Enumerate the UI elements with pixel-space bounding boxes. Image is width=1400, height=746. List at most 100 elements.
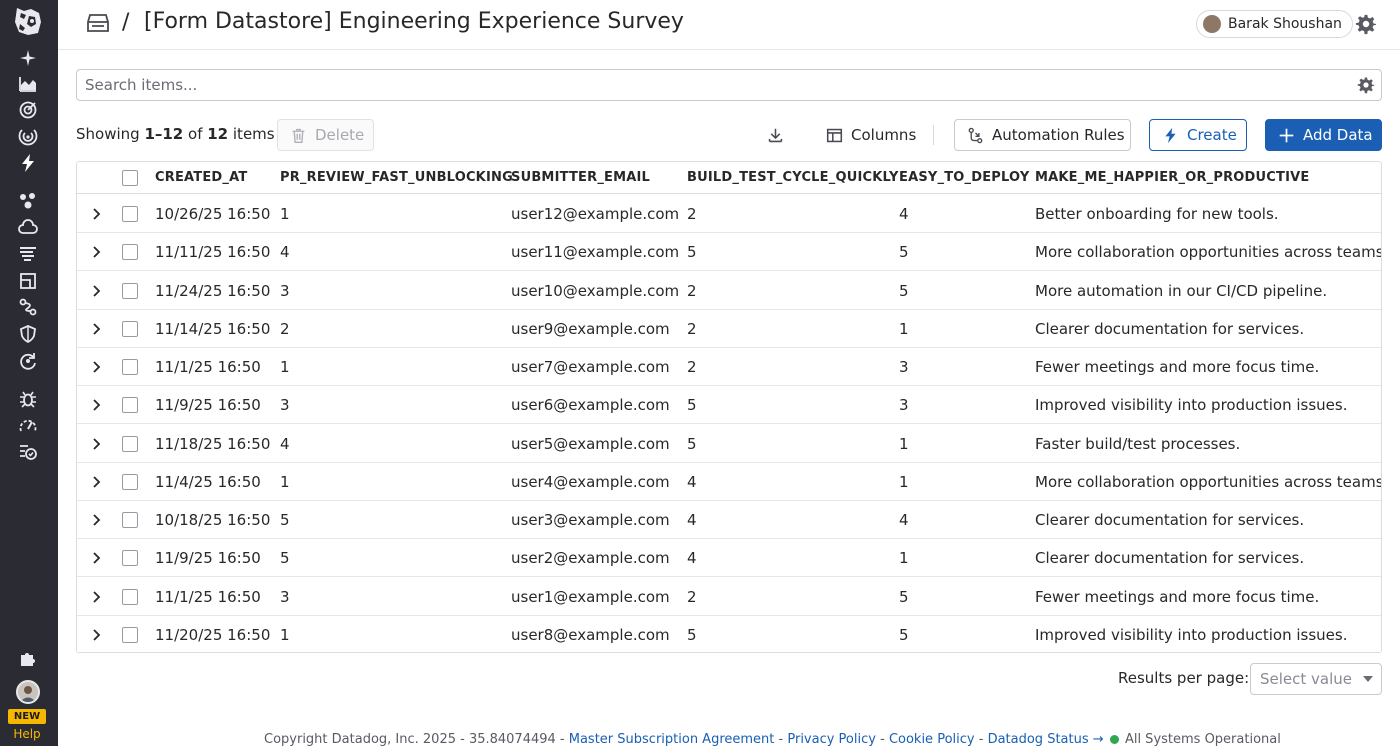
table-row[interactable]: 10/26/25 16:50 1 user12@example.com 2 4 Bette… <box>77 195 1381 233</box>
expand-chevron-icon[interactable] <box>89 284 103 298</box>
avatar[interactable] <box>16 680 40 704</box>
table-cell: 4 <box>687 549 697 568</box>
radar-icon[interactable] <box>17 125 39 147</box>
table-cell: user4@example.com <box>511 472 670 491</box>
table-cell: 2 <box>687 319 697 338</box>
expand-chevron-icon[interactable] <box>89 590 103 604</box>
expand-chevron-icon[interactable] <box>89 437 103 451</box>
logs-icon[interactable] <box>17 243 39 265</box>
search-settings-gear-icon[interactable] <box>1357 76 1375 94</box>
table-cell: 2 <box>687 587 697 606</box>
table-cell: 5 <box>899 587 909 606</box>
row-checkbox[interactable] <box>122 588 138 605</box>
expand-chevron-icon[interactable] <box>89 322 103 336</box>
delete-button[interactable]: Delete <box>277 119 374 151</box>
table-row[interactable]: 11/14/25 16:50 2 user9@example.com 2 1 Cleare… <box>77 309 1381 348</box>
user-name: Barak Shoushan <box>1228 16 1342 32</box>
expand-chevron-icon[interactable] <box>89 513 103 527</box>
trash-icon <box>292 128 305 143</box>
table-cell: Clearer documentation for services. <box>1035 549 1305 568</box>
row-checkbox[interactable] <box>122 320 138 337</box>
datadog-logo-icon[interactable] <box>11 4 45 38</box>
table-row[interactable]: 11/18/25 16:50 4 user5@example.com 5 1 Faster… <box>77 424 1381 463</box>
table-row[interactable]: 11/1/25 16:50 1 user7@example.com 2 3 Fewer m… <box>77 348 1381 386</box>
network-icon[interactable] <box>17 190 39 212</box>
user-avatar <box>1203 15 1221 33</box>
expand-chevron-icon[interactable] <box>89 628 103 642</box>
sparkle-icon[interactable] <box>17 47 39 69</box>
row-checkbox[interactable] <box>122 550 138 567</box>
table-cell: 11/1/25 16:50 <box>155 587 261 606</box>
table-row[interactable]: 10/18/25 16:50 5 user3@example.com 4 4 Cleare… <box>77 501 1381 539</box>
table-row[interactable]: 11/9/25 16:50 3 user6@example.com 5 3 Improve… <box>77 386 1381 425</box>
table-cell: 1 <box>280 205 290 223</box>
cookie-link[interactable]: Cookie Policy <box>888 732 975 746</box>
refresh-icon[interactable] <box>17 350 39 372</box>
area-chart-icon[interactable] <box>17 73 39 95</box>
target-icon[interactable] <box>17 99 39 121</box>
table-row[interactable]: 11/20/25 16:50 1 user8@example.com 5 5 Improv… <box>77 615 1381 652</box>
table-cell: 5 <box>899 243 909 262</box>
shield-icon[interactable] <box>17 323 39 345</box>
cloud-icon[interactable] <box>17 217 39 239</box>
row-checkbox[interactable] <box>122 397 138 414</box>
delete-label: Delete <box>315 126 365 144</box>
table-row[interactable]: 11/9/25 16:50 5 user2@example.com 4 1 Clearer… <box>77 539 1381 578</box>
expand-chevron-icon[interactable] <box>89 475 103 489</box>
column-header[interactable]: MAKE_ME_HAPPIER_OR_PRODUCTIVE <box>1035 170 1310 185</box>
table-cell: Fewer meetings and more focus time. <box>1035 587 1320 606</box>
route-icon[interactable] <box>17 296 39 318</box>
row-checkbox[interactable] <box>122 512 138 528</box>
table-cell: 5 <box>687 434 697 453</box>
add-data-button[interactable]: Add Data <box>1265 119 1382 151</box>
list-check-icon[interactable] <box>17 441 39 463</box>
footer: Copyright Datadog, Inc. 2025 - 35.840744… <box>264 732 1281 746</box>
column-header[interactable]: EASY_TO_DEPLOY <box>899 170 1030 185</box>
table-row[interactable]: 11/11/25 16:50 4 user11@example.com 5 5 More … <box>77 233 1381 272</box>
download-button[interactable] <box>760 119 792 151</box>
help-link[interactable]: Help <box>13 727 41 741</box>
table-row[interactable]: 11/1/25 16:50 3 user1@example.com 2 5 Fewer m… <box>77 577 1381 616</box>
select-all-checkbox[interactable] <box>122 170 138 186</box>
apm-icon[interactable] <box>17 270 39 292</box>
settings-gear-icon[interactable] <box>1355 13 1377 35</box>
table-cell: 5 <box>899 281 909 300</box>
table-row[interactable]: 11/24/25 16:50 3 user10@example.com 2 5 More … <box>77 271 1381 310</box>
bolt-icon[interactable] <box>17 152 39 174</box>
speedometer-icon[interactable] <box>17 415 39 437</box>
column-header[interactable]: PR_REVIEW_FAST_UNBLOCKING <box>280 170 513 185</box>
row-checkbox[interactable] <box>122 206 138 222</box>
expand-chevron-icon[interactable] <box>89 398 103 412</box>
row-checkbox[interactable] <box>122 359 138 375</box>
msa-link[interactable]: Master Subscription Agreement <box>568 732 775 746</box>
user-menu[interactable]: Barak Shoushan <box>1196 10 1353 38</box>
search-input[interactable] <box>77 70 1337 100</box>
results-per-page-select[interactable]: Select value <box>1250 663 1382 695</box>
row-checkbox[interactable] <box>122 473 138 490</box>
column-header[interactable]: CREATED_AT <box>155 170 248 185</box>
puzzle-icon[interactable] <box>17 647 39 669</box>
privacy-link[interactable]: Privacy Policy <box>787 732 876 746</box>
bug-icon[interactable] <box>17 388 39 410</box>
row-checkbox[interactable] <box>122 282 138 299</box>
row-checkbox[interactable] <box>122 435 138 452</box>
table-cell: Faster build/test processes. <box>1035 434 1241 453</box>
expand-chevron-icon[interactable] <box>89 207 103 221</box>
columns-button[interactable]: Columns <box>814 119 922 151</box>
create-button[interactable]: Create <box>1149 119 1247 151</box>
column-header[interactable]: BUILD_TEST_CYCLE_QUICKLY <box>687 170 899 185</box>
results-per-page-label: Results per page: <box>1118 669 1250 687</box>
column-header[interactable]: SUBMITTER_EMAIL <box>511 170 651 185</box>
automation-rules-button[interactable]: Automation Rules <box>954 119 1131 151</box>
status-link[interactable]: Datadog Status → <box>987 732 1104 746</box>
table-row[interactable]: 11/4/25 16:50 1 user4@example.com 4 1 More co… <box>77 462 1381 501</box>
expand-chevron-icon[interactable] <box>89 360 103 374</box>
table-cell: 11/14/25 16:50 <box>155 319 271 338</box>
table-cell: 11/24/25 16:50 <box>155 281 271 300</box>
table-cell: Clearer documentation for services. <box>1035 319 1305 338</box>
row-checkbox[interactable] <box>122 626 138 643</box>
row-checkbox[interactable] <box>122 244 138 261</box>
table-cell: Clearer documentation for services. <box>1035 511 1305 529</box>
expand-chevron-icon[interactable] <box>89 551 103 565</box>
expand-chevron-icon[interactable] <box>89 245 103 259</box>
